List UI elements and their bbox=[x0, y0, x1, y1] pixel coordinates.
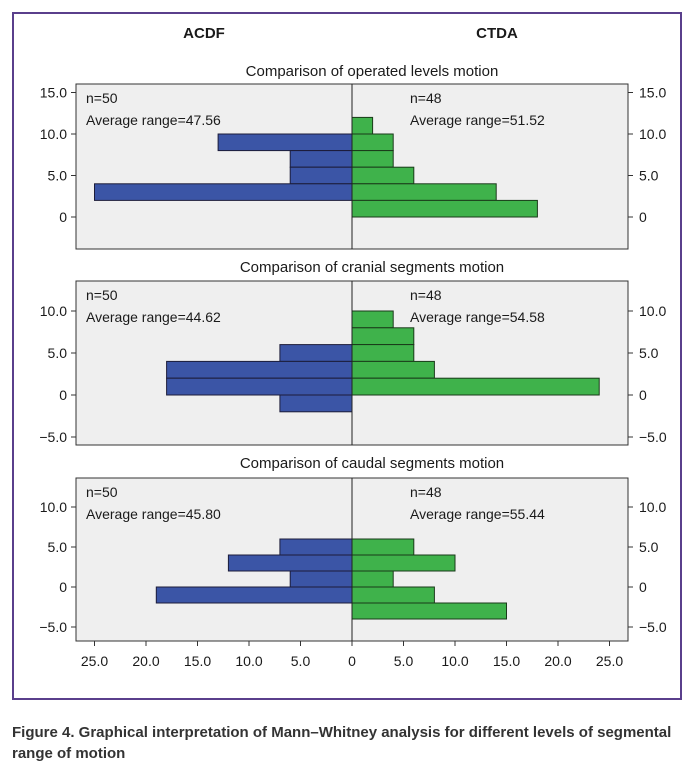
y-tick-label-left: −5.0 bbox=[39, 429, 67, 445]
y-tick-label-right: 5.0 bbox=[639, 168, 659, 184]
y-tick-label-left: 5.0 bbox=[48, 345, 68, 361]
x-tick-label: 10.0 bbox=[235, 653, 262, 669]
figure-caption: Figure 4. Graphical interpretation of Ma… bbox=[12, 724, 672, 762]
y-tick-label-left: 0 bbox=[59, 209, 67, 225]
x-tick-label: 15.0 bbox=[493, 653, 520, 669]
x-tick-label: 10.0 bbox=[441, 653, 468, 669]
y-tick-label-left: 15.0 bbox=[40, 85, 67, 101]
x-tick-label: 5.0 bbox=[291, 653, 311, 669]
left-average-label: Average range=45.80 bbox=[86, 506, 221, 522]
left-average-label: Average range=44.62 bbox=[86, 309, 221, 325]
left-bar bbox=[289, 570, 353, 588]
y-tick-label-right: −5.0 bbox=[639, 619, 667, 635]
right-bar bbox=[351, 586, 435, 604]
left-bar bbox=[279, 344, 353, 362]
left-average-label: Average range=47.56 bbox=[86, 112, 221, 128]
x-tick-label: 25.0 bbox=[596, 653, 623, 669]
right-average-label: Average range=54.58 bbox=[410, 309, 545, 325]
left-n-label: n=50 bbox=[86, 287, 118, 303]
y-tick-label-left: 10.0 bbox=[40, 126, 67, 142]
right-bar bbox=[351, 602, 507, 620]
y-tick-label-left: 10.0 bbox=[40, 499, 67, 515]
right-bar bbox=[351, 199, 538, 218]
right-average-label: Average range=55.44 bbox=[410, 506, 545, 522]
right-bar bbox=[351, 554, 456, 572]
x-tick-label: 0 bbox=[348, 653, 356, 669]
left-bar bbox=[279, 394, 353, 413]
panel-title: Comparison of cranial segments motion bbox=[240, 259, 504, 276]
right-bar bbox=[351, 377, 600, 396]
right-n-label: n=48 bbox=[410, 90, 442, 106]
right-n-label: n=48 bbox=[410, 484, 442, 500]
left-bar bbox=[289, 166, 353, 185]
right-bar bbox=[351, 570, 394, 588]
right-n-label: n=48 bbox=[410, 287, 442, 303]
right-bar bbox=[351, 360, 435, 379]
right-bar bbox=[351, 166, 415, 185]
left-bar bbox=[94, 183, 353, 201]
y-tick-label-right: −5.0 bbox=[639, 429, 667, 445]
y-tick-label-left: 0 bbox=[59, 579, 67, 595]
left-bar bbox=[227, 554, 353, 572]
left-bar bbox=[217, 133, 353, 152]
left-n-label: n=50 bbox=[86, 484, 118, 500]
y-tick-label-right: 15.0 bbox=[639, 85, 666, 101]
y-tick-label-right: 0 bbox=[639, 387, 647, 403]
left-bar bbox=[166, 377, 353, 396]
x-tick-label: 20.0 bbox=[544, 653, 571, 669]
left-n-label: n=50 bbox=[86, 90, 118, 106]
x-tick-label: 5.0 bbox=[394, 653, 414, 669]
left-bar bbox=[155, 586, 353, 604]
right-bar bbox=[351, 327, 415, 346]
y-tick-label-left: 5.0 bbox=[48, 168, 68, 184]
y-tick-label-right: 10.0 bbox=[639, 126, 666, 142]
right-group-label: CTDA bbox=[476, 25, 518, 42]
x-tick-label: 15.0 bbox=[184, 653, 211, 669]
left-bar bbox=[279, 538, 353, 556]
y-tick-label-left: 5.0 bbox=[48, 539, 68, 555]
panel-title: Comparison of operated levels motion bbox=[246, 63, 499, 80]
right-bar bbox=[351, 538, 415, 556]
y-tick-label-right: 0 bbox=[639, 579, 647, 595]
y-tick-label-right: 0 bbox=[639, 209, 647, 225]
right-average-label: Average range=51.52 bbox=[410, 112, 545, 128]
panel-title: Comparison of caudal segments motion bbox=[240, 455, 504, 472]
x-tick-label: 20.0 bbox=[132, 653, 159, 669]
right-bar bbox=[351, 150, 394, 168]
left-bar bbox=[166, 360, 353, 379]
right-bar bbox=[351, 133, 394, 152]
y-tick-label-right: 10.0 bbox=[639, 303, 666, 319]
right-bar bbox=[351, 183, 497, 201]
y-tick-label-right: 10.0 bbox=[639, 499, 666, 515]
y-tick-label-right: 5.0 bbox=[639, 345, 659, 361]
y-tick-label-left: −5.0 bbox=[39, 619, 67, 635]
left-group-label: ACDF bbox=[183, 25, 225, 42]
right-bar bbox=[351, 310, 394, 329]
right-bar bbox=[351, 344, 415, 362]
x-tick-label: 25.0 bbox=[81, 653, 108, 669]
y-tick-label-left: 0 bbox=[59, 387, 67, 403]
left-bar bbox=[289, 150, 353, 168]
right-bar bbox=[351, 116, 374, 135]
y-tick-label-right: 5.0 bbox=[639, 539, 659, 555]
y-tick-label-left: 10.0 bbox=[40, 303, 67, 319]
